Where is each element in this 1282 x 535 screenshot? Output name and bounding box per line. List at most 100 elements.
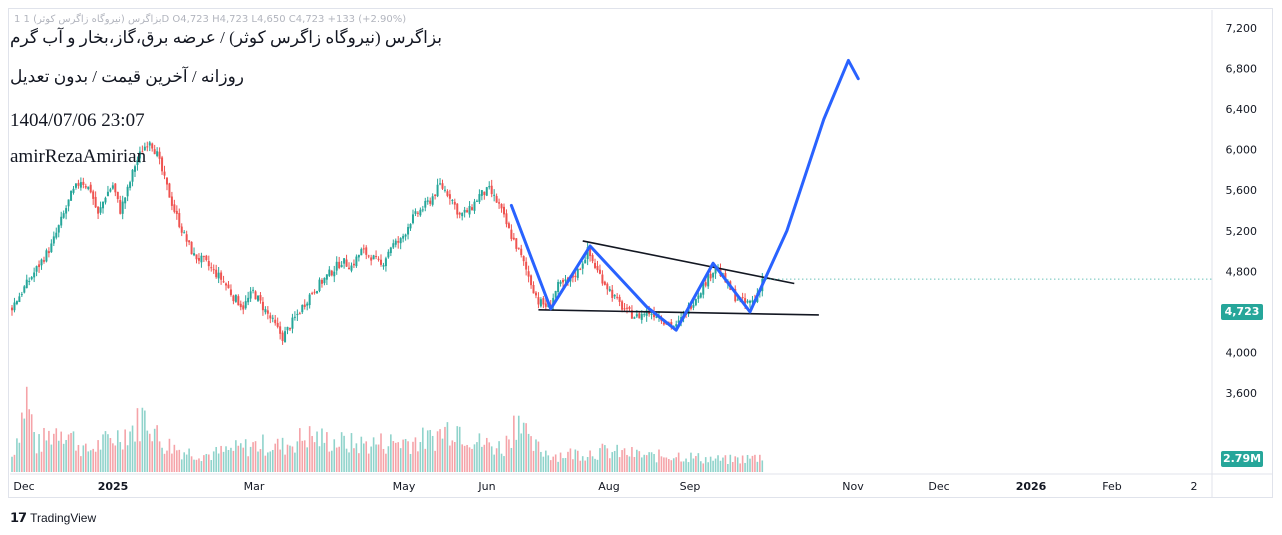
candle-body bbox=[264, 309, 267, 313]
candle-body bbox=[562, 279, 565, 283]
footer-branding[interactable]: 𝟭𝟳 TradingView bbox=[10, 510, 96, 526]
candle-body bbox=[281, 332, 284, 342]
y-tick-label: 4,000 bbox=[1226, 346, 1258, 359]
candle-body bbox=[38, 264, 41, 268]
candle-body bbox=[257, 295, 259, 301]
candle-body bbox=[50, 243, 53, 253]
volume-bar bbox=[707, 462, 709, 472]
candle-body bbox=[151, 143, 154, 149]
volume-bar bbox=[92, 448, 94, 472]
x-tick-label: Mar bbox=[244, 480, 265, 493]
candle-body bbox=[399, 238, 402, 244]
volume-bar bbox=[13, 454, 16, 472]
candle-body bbox=[220, 272, 223, 280]
candle-body bbox=[414, 211, 417, 214]
candle-body bbox=[471, 207, 474, 210]
candle-body bbox=[355, 256, 358, 267]
volume-bar bbox=[114, 445, 117, 472]
volume-bar bbox=[412, 441, 414, 472]
volume-bar bbox=[638, 451, 641, 472]
candle-body bbox=[47, 251, 50, 254]
candle-body bbox=[296, 313, 299, 316]
volume-bar bbox=[185, 454, 188, 472]
volume-bar bbox=[215, 446, 217, 472]
volume-bar bbox=[126, 445, 129, 472]
candle-body bbox=[173, 204, 176, 212]
volume-bar bbox=[754, 454, 756, 472]
candle-body bbox=[89, 184, 92, 193]
volume-bar bbox=[136, 408, 139, 472]
candle-body bbox=[335, 261, 338, 271]
candle-body bbox=[178, 213, 181, 227]
candle-body bbox=[234, 294, 237, 302]
candle-body bbox=[456, 203, 459, 215]
volume-bar bbox=[220, 445, 222, 472]
volume-bar bbox=[498, 441, 500, 472]
candle-body bbox=[202, 255, 205, 257]
volume-bar bbox=[663, 457, 665, 472]
candle-body bbox=[254, 291, 257, 300]
candle-body bbox=[394, 240, 397, 245]
candle-body bbox=[357, 254, 360, 258]
candle-body bbox=[498, 202, 501, 204]
volume-bar bbox=[567, 451, 569, 472]
candle-body bbox=[530, 275, 533, 286]
volume-bar bbox=[677, 452, 680, 472]
candle-body bbox=[188, 240, 191, 243]
x-tick-label: Aug bbox=[598, 480, 619, 493]
candle-body bbox=[193, 253, 196, 256]
candle-body bbox=[404, 234, 407, 237]
volume-bar bbox=[166, 450, 168, 472]
volume-bar bbox=[205, 453, 208, 472]
volume-bar bbox=[611, 452, 614, 472]
candle-body bbox=[493, 194, 496, 196]
volume-bar bbox=[535, 439, 537, 472]
candle-body bbox=[45, 250, 48, 262]
volume-bar bbox=[178, 449, 181, 472]
candle-body bbox=[446, 191, 449, 196]
candle-body bbox=[709, 273, 712, 279]
volume-bar bbox=[500, 453, 503, 472]
volume-bar bbox=[589, 450, 591, 472]
volume-bar bbox=[724, 455, 727, 472]
candle-body bbox=[478, 194, 481, 202]
volume-bar bbox=[493, 454, 495, 472]
volume-bar bbox=[574, 449, 577, 472]
candle-body bbox=[33, 272, 36, 278]
candle-body bbox=[557, 281, 560, 293]
volume-bar bbox=[254, 441, 257, 472]
candle-body bbox=[323, 277, 326, 284]
candle-body bbox=[279, 326, 282, 334]
volume-bar bbox=[471, 448, 473, 472]
candle-body bbox=[475, 200, 478, 202]
volume-bar bbox=[636, 449, 638, 472]
candle-body bbox=[544, 303, 547, 307]
candle-body bbox=[697, 295, 700, 300]
candle-body bbox=[677, 320, 680, 323]
volume-bar bbox=[67, 434, 70, 472]
candle-body bbox=[527, 271, 530, 277]
candle-body bbox=[97, 206, 100, 214]
volume-bar bbox=[508, 439, 510, 472]
candle-body bbox=[217, 272, 220, 279]
candle-body bbox=[180, 226, 183, 233]
volume-bar bbox=[692, 458, 695, 472]
candle-body bbox=[82, 181, 85, 185]
volume-bar bbox=[188, 448, 190, 472]
candle-body bbox=[480, 190, 483, 196]
volume-bar bbox=[269, 451, 272, 472]
volume-bar bbox=[695, 456, 697, 472]
candle-body bbox=[40, 259, 43, 266]
candle-body bbox=[343, 258, 346, 264]
candle-body bbox=[416, 212, 419, 214]
y-tick-label: 6,400 bbox=[1226, 103, 1258, 116]
candle-body bbox=[512, 237, 515, 240]
volume-bar bbox=[613, 450, 616, 472]
volume-bar bbox=[449, 445, 451, 472]
candle-body bbox=[616, 296, 619, 298]
candle-body bbox=[515, 238, 518, 249]
candle-body bbox=[207, 260, 210, 267]
volume-bar bbox=[121, 449, 124, 472]
volume-bar bbox=[584, 460, 586, 472]
